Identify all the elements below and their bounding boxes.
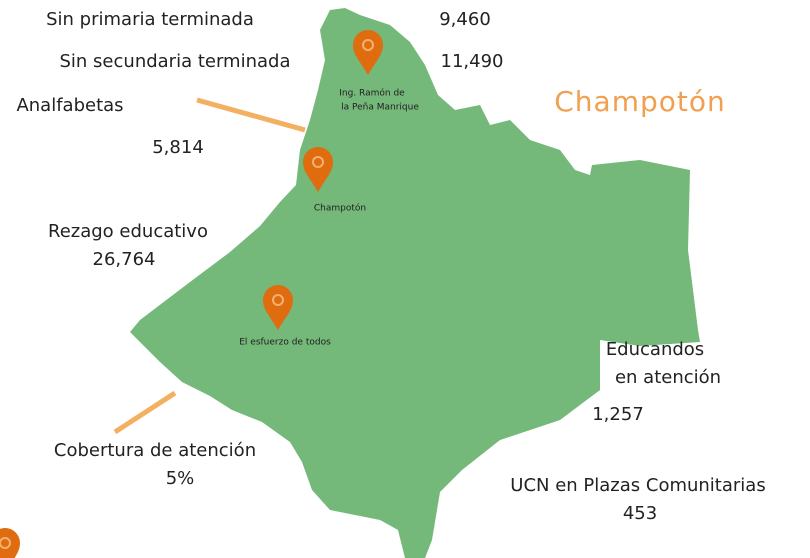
indicator-label: Analfabetas [16,95,123,116]
indicator-label: en atención [615,367,721,388]
indicator-value: 453 [623,503,657,524]
municipality-shape [130,8,700,558]
indicator-value: 26,764 [93,249,156,270]
indicator-label: Sin secundaria terminada [60,51,291,72]
indicator-label: UCN en Plazas Comunitarias [510,475,765,496]
indicator-value: 1,257 [592,404,644,425]
indicator-value: 5% [166,468,195,489]
title: Champotón [554,85,726,118]
indicator-label: Sin primaria terminada [46,9,254,30]
location-label: El esfuerzo de todos [239,338,331,348]
callout-line [113,390,177,435]
callout-line [196,97,306,133]
indicator-value: 9,460 [439,9,491,30]
indicator-label: Cobertura de atención [54,440,256,461]
indicator-label: Educandos [606,339,704,360]
indicator-value: 5,814 [152,137,204,158]
legend-pin [0,527,21,558]
indicator-value: 11,490 [441,51,504,72]
indicator-label: Rezago educativo [48,221,208,242]
location-label: Champotón [314,203,366,214]
location-label: la Peña Manrique [341,103,419,113]
location-label: Ing. Ramón de [339,88,405,99]
